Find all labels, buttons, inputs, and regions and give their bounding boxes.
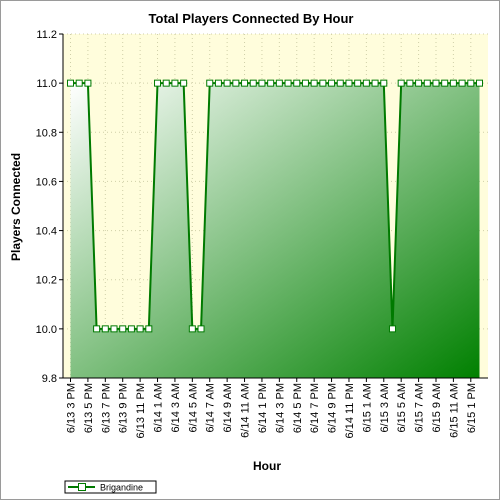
x-tick-label: 6/15 11 AM bbox=[448, 383, 460, 438]
data-point bbox=[362, 79, 370, 87]
legend-marker-swatch bbox=[78, 483, 86, 491]
data-point bbox=[301, 79, 309, 87]
x-tick-label: 6/14 5 AM bbox=[187, 383, 199, 433]
legend: Brigandine bbox=[64, 480, 157, 494]
data-point bbox=[284, 79, 292, 87]
chart-title: Total Players Connected By Hour bbox=[149, 11, 354, 26]
series-markers bbox=[67, 79, 483, 333]
x-tick-label: 6/13 11 PM bbox=[135, 383, 147, 438]
data-point bbox=[397, 79, 405, 87]
data-point bbox=[110, 325, 118, 333]
data-point bbox=[180, 79, 188, 87]
y-tick-label: 10.8 bbox=[36, 127, 57, 139]
series-area-fill bbox=[70, 83, 480, 379]
legend-label: Brigandine bbox=[100, 483, 143, 493]
data-point bbox=[93, 325, 101, 333]
data-point bbox=[145, 325, 153, 333]
y-tick-label: 10.2 bbox=[36, 275, 57, 287]
data-point bbox=[380, 79, 388, 87]
data-point bbox=[319, 79, 327, 87]
data-point bbox=[84, 79, 92, 87]
data-point bbox=[154, 79, 162, 87]
data-point bbox=[441, 79, 449, 87]
data-point bbox=[328, 79, 336, 87]
data-point bbox=[432, 79, 440, 87]
data-point bbox=[345, 79, 353, 87]
data-point bbox=[406, 79, 414, 87]
data-point bbox=[275, 79, 283, 87]
axes bbox=[62, 34, 488, 379]
data-point bbox=[241, 79, 249, 87]
data-point bbox=[249, 79, 257, 87]
y-axis-title: Players Connected bbox=[9, 153, 23, 261]
y-tick-label: 9.8 bbox=[42, 373, 57, 385]
data-point bbox=[197, 325, 205, 333]
data-point bbox=[388, 325, 396, 333]
data-point bbox=[449, 79, 457, 87]
data-point bbox=[467, 79, 475, 87]
y-tick-label: 10.4 bbox=[36, 226, 57, 238]
x-tick-label: 6/15 3 AM bbox=[379, 383, 391, 433]
x-tick-label: 6/15 1 AM bbox=[361, 383, 373, 433]
data-point bbox=[415, 79, 423, 87]
series-area bbox=[70, 83, 480, 379]
data-point bbox=[458, 79, 466, 87]
x-tick-labels: 6/13 3 PM 6/13 5 PM 6/13 7 PM 6/13 9 PM 6/13… bbox=[66, 378, 478, 438]
data-point bbox=[171, 79, 179, 87]
data-point bbox=[258, 79, 266, 87]
data-point bbox=[267, 79, 275, 87]
data-point bbox=[127, 325, 135, 333]
data-point bbox=[371, 79, 379, 87]
x-tick-label: 6/14 9 PM bbox=[327, 383, 339, 433]
data-point bbox=[293, 79, 301, 87]
x-tick-label: 6/13 5 PM bbox=[83, 383, 95, 433]
data-point bbox=[119, 325, 127, 333]
y-tick-label: 11.2 bbox=[36, 29, 57, 41]
x-tick-label: 6/14 1 PM bbox=[257, 383, 269, 433]
x-tick-label: 6/13 9 PM bbox=[118, 383, 130, 433]
x-tick-label: 6/15 9 AM bbox=[431, 383, 443, 433]
data-point bbox=[310, 79, 318, 87]
data-point bbox=[336, 79, 344, 87]
x-tick-label: 6/14 7 PM bbox=[309, 383, 321, 433]
data-point bbox=[101, 325, 109, 333]
data-point bbox=[67, 79, 74, 87]
x-tick-label: 6/13 3 PM bbox=[66, 383, 78, 433]
legend-box bbox=[64, 480, 157, 494]
x-tick-label: 6/15 1 PM bbox=[466, 383, 478, 433]
x-tick-label: 6/14 3 PM bbox=[274, 383, 286, 433]
x-axis-title: Hour bbox=[253, 459, 281, 473]
y-tick-label: 11.0 bbox=[36, 78, 57, 90]
x-tick-label: 6/14 5 PM bbox=[292, 383, 304, 433]
y-tick-label: 10.6 bbox=[36, 176, 57, 188]
data-point bbox=[423, 79, 431, 87]
data-point bbox=[476, 79, 483, 87]
x-tick-label: 6/14 3 AM bbox=[170, 383, 182, 433]
data-point bbox=[162, 79, 170, 87]
data-point bbox=[188, 325, 196, 333]
data-point bbox=[75, 79, 83, 87]
x-tick-label: 6/13 7 PM bbox=[100, 383, 112, 433]
data-point bbox=[232, 79, 240, 87]
data-point bbox=[206, 79, 214, 87]
x-tick-label: 6/14 7 AM bbox=[205, 383, 217, 433]
data-point bbox=[136, 325, 144, 333]
x-tick-label: 6/15 7 AM bbox=[414, 383, 426, 433]
x-tick-label: 6/14 1 AM bbox=[153, 383, 165, 433]
x-tick-label: 6/14 11 AM bbox=[240, 383, 252, 438]
x-tick-label: 6/14 11 PM bbox=[344, 383, 356, 438]
data-point bbox=[223, 79, 231, 87]
x-tick-label: 6/14 9 AM bbox=[222, 383, 234, 433]
data-point bbox=[354, 79, 362, 87]
x-tick-label: 6/15 5 AM bbox=[396, 383, 408, 433]
y-tick-labels: 11.2 11.0 10.8 10.6 10.4 10.2 10.0 9.8 bbox=[36, 29, 63, 385]
y-tick-label: 10.0 bbox=[36, 324, 57, 336]
data-point bbox=[214, 79, 222, 87]
